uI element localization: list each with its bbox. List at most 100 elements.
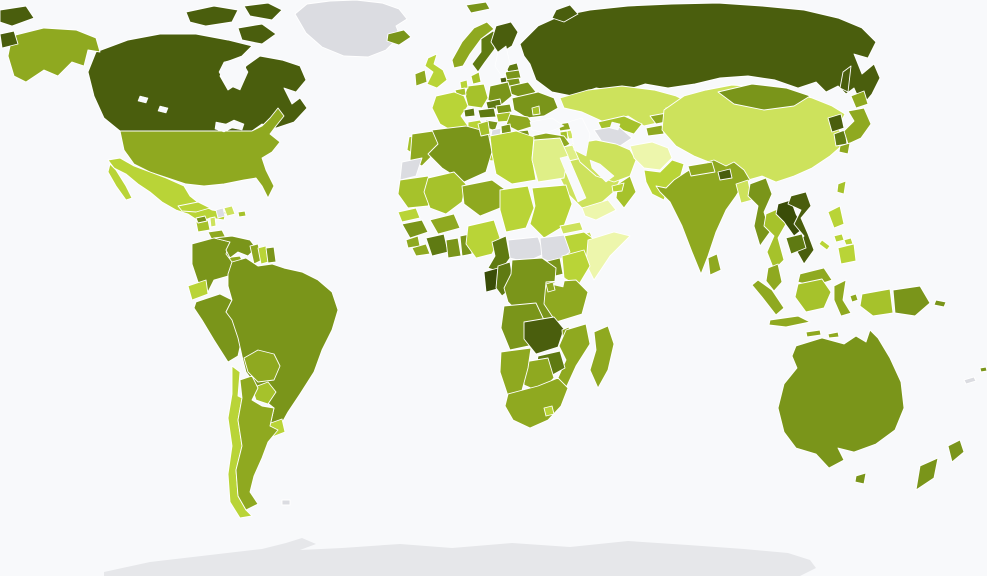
country-finland[interactable]	[490, 21, 519, 55]
country-jamaica[interactable]	[195, 215, 208, 224]
country-philippines-luzon[interactable]	[827, 205, 845, 229]
country-norway[interactable]	[451, 21, 495, 69]
country-new-zealand-north[interactable]	[947, 439, 965, 463]
country-united-kingdom[interactable]	[424, 53, 448, 89]
country-canada-arctic-1[interactable]	[185, 5, 239, 27]
country-yemen[interactable]	[581, 199, 617, 221]
country-moldova[interactable]	[531, 105, 541, 116]
country-philippines-visayas-1[interactable]	[833, 233, 845, 243]
country-mali[interactable]	[423, 171, 467, 215]
country-iran[interactable]	[571, 139, 637, 183]
country-new-caledonia[interactable]	[963, 376, 977, 385]
country-belize[interactable]	[209, 216, 217, 228]
country-new-britain-png[interactable]	[933, 299, 947, 308]
country-rwanda-burundi[interactable]	[545, 281, 556, 293]
country-indonesia-lesser-sunda[interactable]	[805, 329, 822, 338]
country-haiti[interactable]	[215, 207, 226, 219]
country-kenya[interactable]	[561, 249, 591, 287]
country-austria[interactable]	[477, 107, 497, 119]
country-sudan[interactable]	[529, 184, 573, 239]
country-japan-kyushu[interactable]	[838, 142, 851, 155]
country-burkina-faso[interactable]	[429, 213, 461, 235]
country-cuba[interactable]	[177, 201, 211, 213]
country-south-africa[interactable]	[504, 377, 569, 429]
country-timor[interactable]	[827, 331, 840, 339]
country-antarctica[interactable]	[104, 538, 816, 576]
country-sakhalin-russia[interactable]	[839, 65, 852, 93]
country-ireland[interactable]	[414, 69, 428, 87]
country-baja-mexico[interactable]	[107, 163, 133, 201]
country-usa[interactable]	[119, 107, 285, 199]
country-taiwan[interactable]	[836, 180, 847, 195]
country-philippines-palawan[interactable]	[818, 239, 831, 251]
country-senegal[interactable]	[397, 207, 421, 223]
country-french-guiana[interactable]	[265, 246, 277, 264]
country-japan-hokkaido[interactable]	[850, 90, 869, 109]
country-afghanistan[interactable]	[629, 141, 673, 171]
country-tasmania-australia[interactable]	[854, 472, 867, 485]
country-libya[interactable]	[489, 130, 537, 185]
country-dominican-republic[interactable]	[223, 205, 236, 217]
country-united-arab-emirates[interactable]	[611, 182, 625, 193]
country-vietnam[interactable]	[787, 191, 815, 265]
country-malaysia-peninsula[interactable]	[765, 263, 783, 292]
country-liberia[interactable]	[411, 243, 431, 257]
country-chukotka-russia-west[interactable]	[0, 5, 35, 27]
country-slovakia[interactable]	[495, 103, 513, 115]
country-indonesia-kalimantan[interactable]	[794, 278, 832, 313]
country-indonesia-sumatra[interactable]	[751, 279, 785, 316]
country-canada-arctic-3[interactable]	[237, 23, 277, 45]
country-north-korea[interactable]	[827, 113, 845, 133]
country-japan-honshu[interactable]	[843, 107, 872, 145]
country-novaya-zemlya-russia[interactable]	[551, 4, 579, 23]
country-canada-arctic-2[interactable]	[243, 2, 283, 21]
country-alaska-usa[interactable]	[7, 27, 101, 83]
country-zambia[interactable]	[523, 316, 565, 355]
country-fiji[interactable]	[979, 366, 987, 373]
country-australia[interactable]	[777, 329, 905, 469]
country-lesotho[interactable]	[543, 405, 555, 417]
country-ukraine[interactable]	[511, 91, 559, 119]
country-puerto-rico[interactable]	[237, 210, 247, 218]
country-svalbard[interactable]	[465, 1, 491, 14]
country-sri-lanka[interactable]	[707, 253, 722, 276]
country-argentina[interactable]	[235, 375, 279, 511]
country-egypt[interactable]	[531, 137, 569, 183]
country-madagascar[interactable]	[589, 325, 615, 389]
country-central-african-republic[interactable]	[507, 236, 545, 263]
country-western-sahara[interactable]	[399, 157, 423, 181]
country-brazil[interactable]	[225, 257, 339, 431]
country-bolivia[interactable]	[243, 349, 281, 383]
country-greenland[interactable]	[294, 0, 408, 58]
country-algeria[interactable]	[427, 125, 493, 183]
country-anadyr-russia-west[interactable]	[0, 30, 19, 49]
country-tajikistan[interactable]	[645, 124, 665, 137]
country-indonesia-sulawesi[interactable]	[833, 279, 852, 317]
country-germany[interactable]	[464, 83, 489, 109]
country-chad[interactable]	[499, 185, 535, 233]
country-france[interactable]	[431, 91, 469, 133]
country-nepal[interactable]	[687, 161, 716, 177]
country-switzerland[interactable]	[463, 107, 476, 118]
country-philippines-mindanao[interactable]	[837, 243, 857, 265]
country-falkland-islands[interactable]	[281, 499, 291, 506]
country-eritrea[interactable]	[559, 221, 584, 235]
country-nigeria[interactable]	[465, 219, 501, 259]
country-guinea[interactable]	[401, 219, 429, 239]
country-tunisia[interactable]	[477, 120, 491, 137]
country-iceland[interactable]	[386, 29, 412, 46]
country-indonesia-java[interactable]	[768, 315, 811, 328]
country-new-zealand-south[interactable]	[915, 457, 939, 491]
country-cambodia[interactable]	[785, 233, 807, 255]
country-romania[interactable]	[505, 113, 535, 132]
country-tanzania[interactable]	[543, 279, 589, 323]
country-netherlands[interactable]	[459, 79, 469, 90]
country-ghana[interactable]	[445, 237, 462, 259]
country-mongolia[interactable]	[717, 83, 811, 111]
country-ecuador[interactable]	[187, 279, 209, 301]
country-bhutan[interactable]	[717, 168, 733, 181]
country-papua-new-guinea[interactable]	[892, 285, 931, 317]
country-denmark[interactable]	[470, 71, 482, 85]
country-indonesia-maluku[interactable]	[849, 293, 859, 303]
country-myanmar[interactable]	[747, 177, 773, 247]
